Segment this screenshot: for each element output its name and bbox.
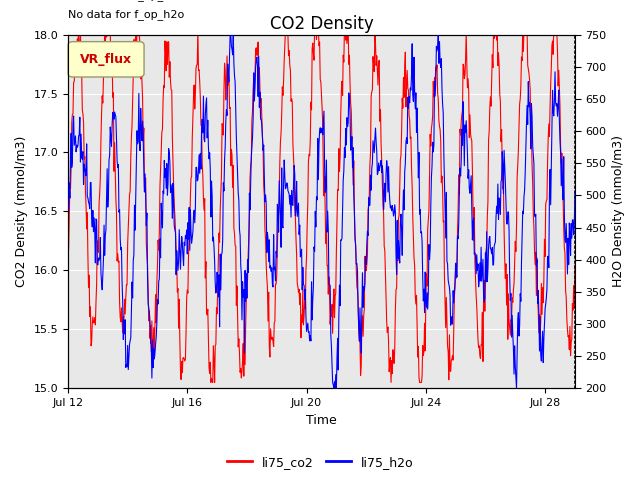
Text: VR_flux: VR_flux — [80, 53, 132, 66]
Title: CO2 Density: CO2 Density — [269, 15, 373, 33]
Line: li75_h2o: li75_h2o — [68, 35, 575, 388]
Legend: li75_co2, li75_h2o: li75_co2, li75_h2o — [221, 451, 419, 474]
Line: li75_co2: li75_co2 — [68, 29, 575, 383]
Text: No data for f_op_co2: No data for f_op_co2 — [68, 0, 183, 1]
Text: No data for f_op_h2o: No data for f_op_h2o — [68, 9, 184, 20]
Y-axis label: H2O Density (mmol/m3): H2O Density (mmol/m3) — [612, 135, 625, 288]
FancyBboxPatch shape — [68, 42, 144, 77]
Y-axis label: CO2 Density (mmol/m3): CO2 Density (mmol/m3) — [15, 136, 28, 287]
X-axis label: Time: Time — [306, 414, 337, 427]
